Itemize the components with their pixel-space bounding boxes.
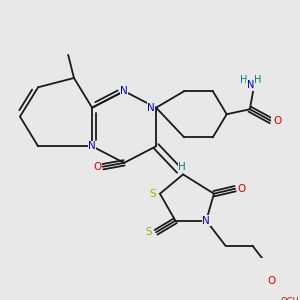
Text: H: H	[240, 74, 248, 85]
Text: O: O	[268, 276, 276, 286]
Text: N: N	[147, 103, 155, 113]
Text: OCH₃: OCH₃	[280, 297, 300, 300]
Text: N: N	[202, 216, 210, 226]
Text: O: O	[238, 184, 246, 194]
Text: N: N	[247, 80, 254, 90]
Text: O: O	[274, 116, 282, 126]
Text: H: H	[254, 74, 261, 85]
Text: S: S	[150, 189, 156, 199]
Text: O: O	[93, 162, 101, 172]
Text: S: S	[145, 227, 152, 237]
Text: N: N	[120, 86, 128, 96]
Text: N: N	[88, 141, 96, 151]
Text: H: H	[178, 162, 186, 172]
